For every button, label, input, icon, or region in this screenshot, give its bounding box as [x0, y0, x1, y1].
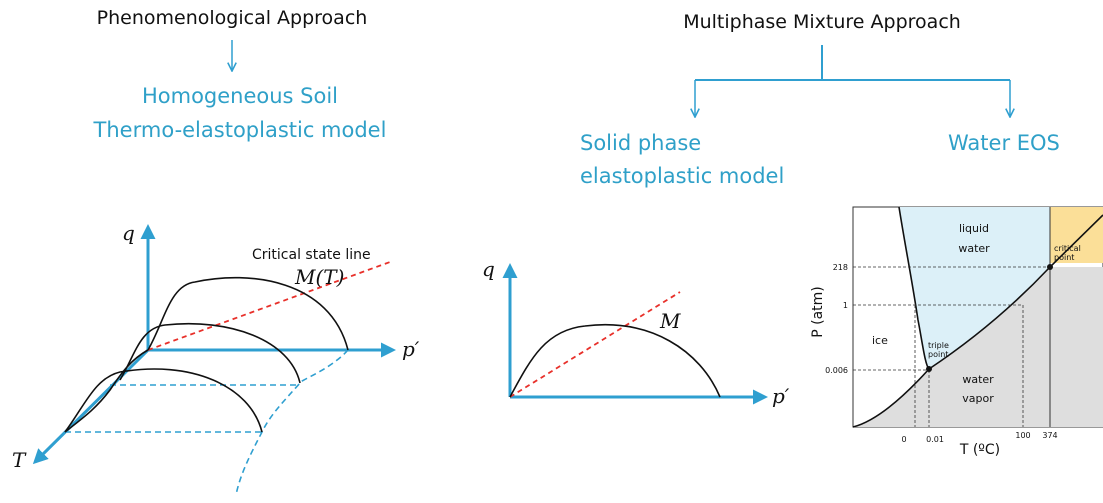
bracket: [695, 45, 1010, 81]
yield-curve: [64, 349, 149, 433]
y-tick: 0.006: [825, 366, 848, 375]
slope-label: M: [659, 309, 681, 333]
model-line: Homogeneous Soil: [142, 84, 338, 108]
solid-line: elastoplastic model: [580, 164, 784, 188]
q-label: q: [122, 221, 135, 245]
left-diagram: q p′ T Critical state line M(T): [12, 221, 420, 496]
t-axis: [32, 348, 150, 465]
yield-curve: [64, 368, 263, 433]
right-title: Multiphase Mixture Approach: [683, 11, 961, 33]
point-label: triple: [928, 341, 949, 350]
region-label: water: [958, 242, 990, 255]
supercritical: [1050, 207, 1103, 263]
y-tick: 218: [833, 263, 848, 272]
model-line: Thermo-elastoplastic model: [93, 118, 387, 142]
yield-curve: [119, 322, 301, 384]
point-label: critical: [1054, 244, 1081, 253]
t-label: T: [12, 448, 27, 472]
guide: [853, 266, 1051, 427]
liquid-region: [899, 207, 1050, 369]
point-label: point: [1054, 253, 1074, 262]
region-label: ice: [872, 334, 888, 347]
csl: [147, 261, 391, 351]
y-label: P (atm): [810, 286, 826, 338]
left-title: Phenomenological Approach: [97, 7, 368, 29]
csl: [509, 291, 681, 398]
slope-label: M(T): [294, 265, 344, 289]
dashed: [65, 349, 349, 496]
x-label: T (ºC): [959, 442, 1000, 458]
q-label: q: [482, 257, 495, 281]
y-tick: 1: [843, 301, 848, 310]
p-label: p′: [402, 337, 420, 361]
csl-label: Critical state line: [252, 247, 371, 263]
region-label: vapor: [962, 392, 994, 405]
phase-diagram: liquid water ice water vapor critical po…: [810, 206, 1103, 458]
x-tick: 100: [1015, 431, 1030, 440]
yield-curve: [509, 324, 721, 398]
x-tick: 374: [1042, 431, 1057, 440]
x-tick: 0: [901, 435, 906, 444]
middle-diagram: q p′ M: [482, 257, 790, 408]
region-label: liquid: [959, 222, 989, 235]
boundary: [852, 214, 1103, 428]
solid-line: Solid phase: [580, 131, 701, 155]
region-label: water: [962, 373, 994, 386]
p-label: p′: [772, 384, 790, 408]
triple-point: [926, 366, 932, 372]
water-eos: Water EOS: [948, 131, 1060, 155]
point-label: point: [928, 350, 948, 359]
yield-curve: [147, 276, 349, 351]
vapor-region: [853, 267, 1103, 427]
critical-point: [1047, 264, 1053, 270]
x-tick: 0.01: [926, 435, 944, 444]
boundary: [898, 206, 930, 370]
